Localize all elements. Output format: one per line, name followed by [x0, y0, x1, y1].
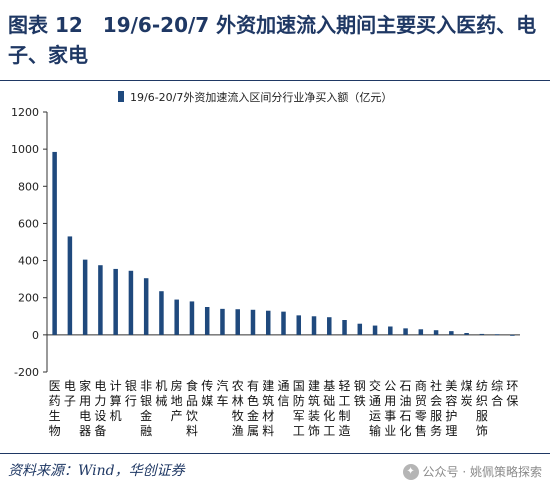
source-note: 资料来源：Wind，华创证券: [8, 463, 185, 479]
x-tick-label: 国防军工: [293, 379, 305, 438]
x-tick-label: 通信: [277, 379, 289, 408]
x-tick-label: 汽车: [216, 378, 228, 408]
x-tick-label: 交通运输: [369, 378, 381, 438]
bar: [342, 320, 347, 335]
y-tick-label: 400: [18, 255, 39, 268]
bar: [510, 334, 515, 336]
bar: [281, 311, 286, 335]
x-axis-labels: 医药生物电子家用电器电力设备计算机银行非银金融机械房地产食品饮料传媒汽车农林牧渔…: [49, 378, 519, 438]
bar: [250, 309, 256, 335]
y-tick-label: 0: [32, 329, 39, 342]
legend-label: 19/6-20/7外资加速流入区间分行业净买入额（亿元）: [130, 90, 392, 104]
bar: [388, 326, 393, 335]
x-tick-label: 建筑材料: [262, 379, 274, 438]
bar: [357, 323, 363, 335]
bar: [494, 334, 500, 336]
y-tick-label: 800: [18, 180, 39, 193]
x-tick-label: 石油石化: [400, 379, 412, 438]
bar: [128, 270, 134, 335]
source-rule: [0, 453, 550, 454]
y-tick-label: -200: [14, 366, 39, 379]
bar: [189, 301, 195, 335]
bar: [220, 308, 225, 335]
x-tick-label: 商贸零售: [415, 378, 427, 438]
x-tick-label: 电力设备: [94, 379, 106, 438]
bar: [327, 317, 332, 335]
x-tick-label: 计算机: [110, 379, 122, 423]
bar: [82, 259, 88, 335]
legend: 19/6-20/7外资加速流入区间分行业净买入额（亿元）: [118, 90, 392, 104]
y-tick-label: 1200: [11, 106, 39, 119]
bar-chart: 19/6-20/7外资加速流入区间分行业净买入额（亿元） -200 0 200 400…: [11, 90, 520, 438]
figure-title: 图表 12 19/6-20/7 外资加速流入期间主要买入医药、电子、家电: [8, 13, 537, 67]
x-tick-label: 机械: [155, 379, 167, 408]
bar: [403, 328, 408, 335]
wechat-icon: ✦: [402, 463, 419, 480]
x-tick-label: 家用电器: [79, 378, 91, 438]
bar: [52, 151, 57, 335]
bar: [235, 309, 240, 335]
bars: [52, 151, 515, 336]
bar: [296, 315, 302, 335]
x-tick-label: 综合: [491, 379, 503, 408]
bar: [311, 316, 317, 335]
x-tick-label: 医药生物: [49, 379, 61, 438]
y-tick-label: 1000: [11, 143, 39, 156]
x-tick-label: 轻工制造: [339, 379, 351, 438]
bar: [204, 307, 210, 335]
x-tick-label: 农林牧渔: [232, 379, 244, 438]
bar: [433, 330, 439, 335]
x-tick-label: 纺织服饰: [476, 379, 488, 438]
x-tick-label: 美容护理: [445, 379, 457, 438]
bar: [265, 310, 271, 335]
legend-swatch: [118, 91, 124, 102]
x-tick-label: 社会服务: [430, 378, 442, 438]
bar: [143, 278, 149, 335]
y-tick-label: 600: [18, 217, 39, 230]
x-tick-label: 食品饮料: [186, 378, 198, 438]
y-tick-label: 200: [18, 292, 39, 305]
x-tick-label: 煤炭: [461, 379, 473, 408]
x-tick-label: 公用事业: [384, 379, 396, 438]
x-tick-label: 银行: [125, 379, 137, 408]
x-tick-label: 传媒: [201, 378, 213, 408]
x-tick-label: 环保: [506, 379, 518, 408]
bar: [98, 265, 103, 335]
header: 图表 12 19/6-20/7 外资加速流入期间主要买入医药、电子、家电: [8, 10, 542, 80]
y-axis: -200 0 200 400 600 800 1000 1200: [11, 106, 520, 379]
bar: [479, 333, 485, 335]
bar: [159, 291, 164, 335]
bar: [67, 236, 73, 335]
title-rule: [0, 80, 550, 81]
x-tick-label: 基础化工: [323, 379, 335, 438]
x-tick-label: 电子: [64, 379, 76, 408]
bar: [113, 268, 118, 335]
x-tick-label: 非银金融: [140, 379, 152, 438]
x-tick-label: 房地产: [171, 378, 183, 423]
bar: [464, 333, 469, 335]
bar: [449, 331, 454, 335]
bar: [372, 325, 378, 335]
watermark-text: 公众号 · 姚佩策略探索: [422, 465, 542, 479]
x-tick-label: 钢铁: [354, 379, 366, 408]
bar: [418, 329, 424, 335]
x-tick-label: 建筑装饰: [308, 379, 320, 438]
bar: [174, 299, 179, 335]
watermark: ✦ 公众号 · 姚佩策略探索: [402, 463, 542, 480]
x-tick-label: 有色金属: [247, 379, 259, 438]
